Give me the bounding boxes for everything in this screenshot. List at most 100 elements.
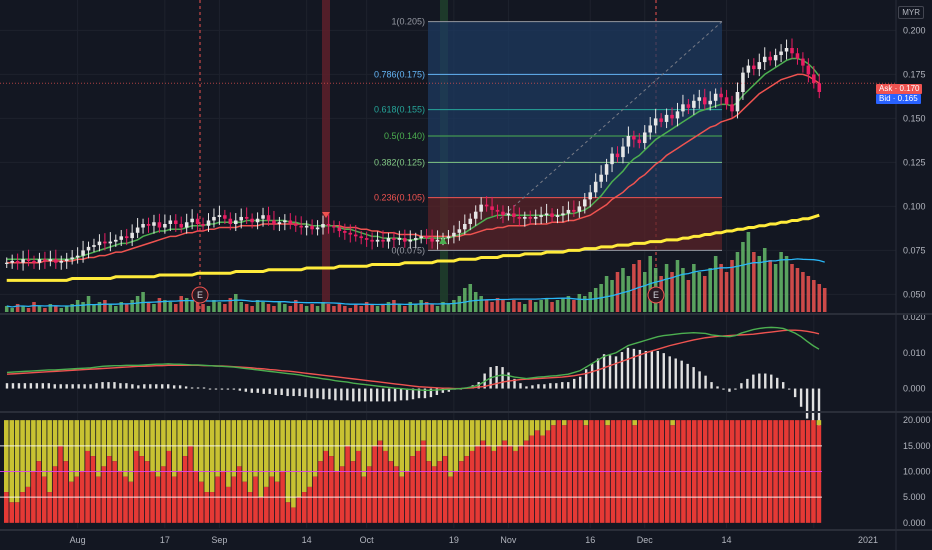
volume-bar [59,308,64,312]
volume-bar [403,306,407,312]
macd-histogram-bar [608,355,612,389]
volume-bar [304,306,309,312]
osc-bar-yellow [134,420,139,451]
osc-bar-red [486,445,491,523]
osc-bar-yellow [14,420,20,503]
macd-histogram-bar [787,388,791,390]
candle-body [37,259,42,263]
macd-histogram-bar [381,388,385,402]
osc-bar-yellow [58,420,63,446]
osc-bar-red [459,461,464,523]
candle-body [730,104,734,112]
candle-body [621,146,625,158]
macd-histogram-bar [95,383,98,389]
macd-histogram-bar [596,358,600,389]
ask-label: Ask [879,84,893,93]
osc-bar-red [561,425,567,523]
osc-bar-yellow [155,420,161,477]
macd-histogram-bar [549,383,552,389]
candle-body [92,245,96,247]
macd-histogram-bar [674,358,677,389]
osc-bar-red [301,492,307,523]
price-axis[interactable]: 0.200 0.175 0.150 0.125 0.100 0.075 0.050 0.020… [903,25,931,527]
osc-tick-label: 15.000 [903,441,931,451]
volume-bar [157,298,162,312]
macd-histogram-bar [561,382,564,389]
currency-label[interactable]: MYR [898,6,924,19]
osc-bar-yellow [36,420,42,462]
osc-bar-yellow [312,420,318,477]
osc-bar-yellow [123,420,128,477]
candle-body [593,181,598,193]
candle-body [550,213,554,217]
volume-bar [484,300,489,312]
candle-body [817,83,822,92]
macd-histogram-bar [256,388,259,393]
candle-body [168,220,173,224]
macd-histogram-bar [208,388,212,390]
candle-body [484,204,489,207]
macd-histogram-bar [710,382,713,389]
candle-body [430,238,434,242]
candle-body [435,239,440,242]
volume-bar [795,268,800,312]
volume-bar [184,298,189,312]
osc-bar-red [670,425,675,523]
candle-body [97,241,102,246]
candle-body [381,239,385,242]
candle-body [70,257,74,260]
candle-body [304,225,309,228]
candle-body [599,174,603,182]
osc-bar-yellow [551,420,556,426]
candle-body [675,111,680,119]
osc-bar-red [171,476,177,523]
macd-histogram-bar [244,388,248,392]
macd-histogram-bar [119,383,122,389]
macd-line [6,326,820,392]
osc-bar-red [518,445,524,523]
osc-bar-yellow [345,420,350,446]
volume-bar [550,302,554,312]
candle-body [583,199,587,207]
osc-bar-red [58,445,63,523]
candle-body [375,239,380,242]
osc-bar-red [350,461,356,523]
osc-bar-red [502,440,507,523]
osc-bar-red [540,435,545,523]
candle-body [332,225,336,228]
macd-histogram-bar [340,388,343,401]
volume-bar [15,304,20,312]
osc-bar-yellow [561,420,567,426]
osc-bar-red [134,450,139,523]
macd-histogram-bar [399,388,403,401]
candle-body [293,224,298,226]
volume-bar [468,284,473,312]
volume-bar [233,294,238,312]
macd-histogram-bar [364,388,367,402]
macd-histogram-bar [250,388,253,393]
candle-body [135,227,140,233]
osc-bar-red [36,461,42,523]
volume-bar [517,302,522,312]
osc-bar-red [551,425,556,523]
macd-histogram-bar [53,384,56,389]
candle-body [572,209,576,212]
osc-bar-red [464,456,470,523]
candle-body [642,132,647,144]
fib-level-label: 0.382(0.125) [374,157,425,167]
fib-level-label: 0.618(0.155) [374,105,425,115]
volume-bar [124,304,129,312]
osc-bar-red [274,481,280,523]
osc-tick-label: 10.000 [903,467,931,477]
osc-bar-yellow [464,420,470,457]
macd-histogram-bar [441,388,445,393]
time-axis[interactable]: Aug 17 Sep 14 Oct 19 Nov 16 Dec 14 2021 [70,535,878,545]
macd-histogram-bar [740,383,743,389]
macd-histogram-bar [793,388,797,398]
macd-histogram-bar [101,382,104,389]
candle-body [239,216,243,221]
osc-bar-red [323,450,329,523]
volume-bar [381,304,385,312]
volume-bar [81,302,85,312]
